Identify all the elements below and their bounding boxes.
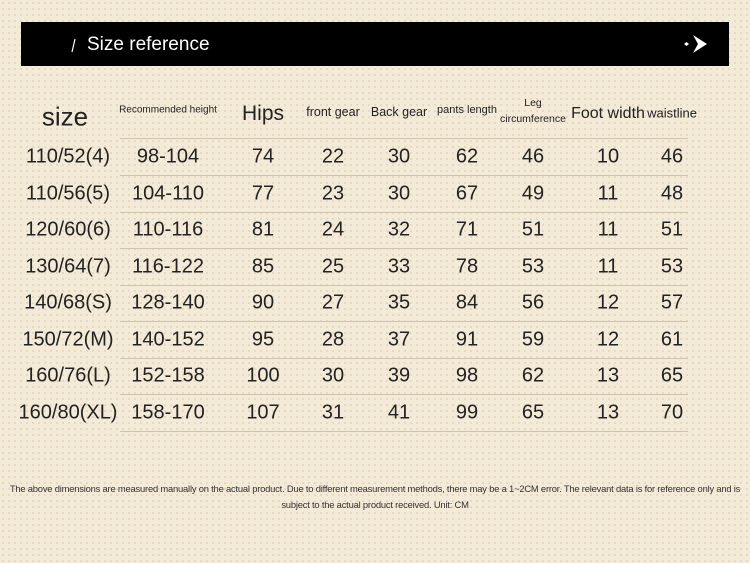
table-cell: 77: [251, 182, 275, 204]
table-cell: 12: [596, 328, 620, 350]
row-divider: [120, 138, 688, 139]
column-header: Hips: [241, 102, 285, 125]
table-cell: 30: [321, 364, 345, 387]
row-divider: [120, 394, 688, 395]
table-cell: 51: [660, 218, 684, 241]
table-cell: 37: [387, 328, 411, 350]
table-cell: 59: [521, 328, 545, 350]
table-cell: 104-110: [132, 182, 204, 204]
row-divider: [120, 248, 688, 249]
table-cell: 22: [321, 145, 345, 168]
table-cell: 57: [660, 291, 684, 314]
table-cell: 30: [387, 182, 411, 204]
table-cell: 65: [521, 401, 545, 423]
table-cell: 13: [596, 364, 620, 387]
column-header: Recommended height: [119, 104, 217, 116]
table-cell: 62: [521, 364, 545, 387]
table-cell: 41: [387, 401, 411, 423]
table-cell: 13: [596, 401, 620, 423]
table-cell: 152-158: [131, 364, 205, 387]
column-header: waistline: [647, 105, 697, 121]
table-cell: 110/52(4): [25, 145, 111, 168]
table-cell: 11: [597, 255, 619, 277]
table-cell: 65: [660, 364, 684, 387]
table-cell: 160/80(XL): [18, 401, 118, 423]
column-header: pants length: [437, 104, 497, 116]
table-cell: 158-170: [131, 401, 205, 423]
column-header: Leg circumference: [500, 97, 566, 125]
table-cell: 71: [455, 218, 479, 241]
table-cell: 39: [387, 364, 411, 387]
column-header: Back gear: [370, 105, 428, 119]
column-header: Foot width: [571, 105, 645, 122]
table-cell: 120/60(6): [25, 218, 111, 241]
table-cell: 84: [455, 291, 479, 314]
table-cell: 110/56(5): [25, 182, 111, 204]
table-cell: 51: [521, 218, 545, 241]
table-cell: 53: [521, 255, 545, 277]
table-cell: 46: [521, 145, 545, 168]
table-cell: 11: [597, 182, 619, 204]
table-cell: 100: [246, 364, 280, 387]
table-cell: 90: [251, 291, 275, 314]
table-cell: 49: [521, 182, 545, 204]
table-cell: 107: [246, 401, 280, 423]
row-divider: [120, 284, 688, 286]
table-cell: 78: [455, 255, 479, 277]
table-cell: 81: [251, 218, 275, 241]
table-cell: 61: [660, 328, 684, 350]
table-cell: 53: [660, 255, 684, 277]
table-cell: 70: [660, 401, 684, 423]
table-cell: 46: [660, 145, 684, 168]
table-cell: 24: [321, 218, 345, 241]
table-cell: 30: [387, 145, 411, 168]
table-cell: 10: [596, 145, 620, 168]
banner-icons: [71, 35, 707, 53]
table-cell: 48: [660, 182, 684, 204]
title: Size reference: [87, 34, 210, 55]
table-cell: 116-122: [132, 255, 204, 277]
table-cell: 27: [321, 291, 345, 314]
table-cell: 74: [251, 145, 275, 168]
table-cell: 85: [251, 255, 275, 277]
row-divider: [120, 430, 688, 432]
column-header: front gear: [306, 105, 360, 119]
table-cell: 35: [387, 291, 411, 314]
table-cell: 140-152: [131, 328, 205, 350]
table-cell: 91: [455, 328, 479, 350]
footnote: The above dimensions are measured manual…: [9, 483, 741, 510]
table-cell: 130/64(7): [25, 255, 111, 277]
table-cell: 56: [521, 291, 545, 314]
table-cell: 33: [387, 255, 411, 277]
table-cell: 23: [321, 182, 345, 204]
table-cell: 32: [387, 218, 411, 241]
column-header: size: [41, 101, 89, 132]
banner: [21, 22, 729, 66]
row-divider: [120, 321, 688, 322]
table-cell: 11: [597, 218, 619, 241]
table-cell: 25: [321, 255, 345, 277]
table-cell: 31: [321, 401, 345, 423]
table-cell: 98: [455, 364, 479, 387]
table-cell: 99: [455, 401, 479, 423]
table-cell: 160/76(L): [25, 364, 111, 387]
table-cell: 12: [596, 291, 620, 314]
table-cell: 28: [321, 328, 345, 350]
table-cell: 140/68(S): [24, 291, 112, 314]
table-cell: 110-116: [132, 218, 204, 241]
table-cell: 62: [455, 145, 479, 168]
row-divider: [120, 357, 688, 359]
table-cell: 128-140: [131, 291, 205, 314]
row-divider: [120, 175, 688, 176]
table-cell: 95: [251, 328, 275, 350]
table-cell: 67: [455, 182, 479, 204]
table-cell: 150/72(M): [22, 328, 114, 350]
table-cell: 98-104: [136, 145, 200, 168]
row-divider: [120, 211, 688, 213]
